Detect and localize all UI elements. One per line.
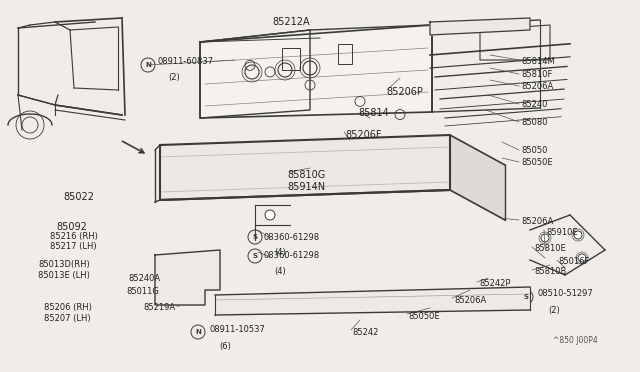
Text: (2): (2) — [168, 73, 180, 82]
Text: 85011G: 85011G — [126, 287, 159, 296]
Polygon shape — [200, 25, 432, 118]
Text: 85219A: 85219A — [143, 303, 175, 312]
Text: 85206P: 85206P — [386, 87, 423, 97]
Text: 85910E: 85910E — [546, 228, 578, 237]
Text: 85206 (RH): 85206 (RH) — [44, 303, 92, 312]
Text: 85216 (RH): 85216 (RH) — [50, 232, 98, 241]
Text: S: S — [253, 253, 257, 259]
Polygon shape — [155, 250, 220, 305]
Text: 85206A: 85206A — [454, 296, 486, 305]
Text: 85217 (LH): 85217 (LH) — [50, 242, 97, 251]
Text: 08360-61298: 08360-61298 — [263, 232, 319, 241]
Text: 85814: 85814 — [358, 108, 388, 118]
Text: 85092: 85092 — [56, 222, 87, 232]
Text: 85050: 85050 — [521, 146, 547, 155]
Text: S: S — [253, 234, 257, 240]
Text: 85810B: 85810B — [534, 267, 566, 276]
Text: 85050E: 85050E — [408, 312, 440, 321]
Text: 85810F: 85810F — [521, 70, 552, 79]
Text: 85240: 85240 — [521, 100, 547, 109]
Text: 85242P: 85242P — [479, 279, 511, 288]
Text: (4): (4) — [274, 267, 285, 276]
Text: 85050E: 85050E — [521, 158, 552, 167]
Circle shape — [541, 234, 549, 242]
Text: 85240A: 85240A — [128, 274, 160, 283]
Text: 85016F: 85016F — [558, 257, 589, 266]
Text: S: S — [524, 294, 529, 300]
Circle shape — [174, 298, 182, 306]
Text: (2): (2) — [548, 306, 560, 315]
Text: 08510-51297: 08510-51297 — [537, 289, 593, 298]
Text: 08360-61298: 08360-61298 — [263, 251, 319, 260]
Text: ^850 J00P4: ^850 J00P4 — [553, 336, 598, 345]
Text: 85810G: 85810G — [287, 170, 325, 180]
Text: 85022: 85022 — [63, 192, 94, 202]
Circle shape — [574, 231, 582, 239]
Text: 85013D(RH): 85013D(RH) — [38, 260, 90, 269]
Text: (6): (6) — [219, 342, 231, 351]
Text: 85013E (LH): 85013E (LH) — [38, 271, 90, 280]
Text: 85814M: 85814M — [521, 57, 555, 66]
Text: 85207 (LH): 85207 (LH) — [44, 314, 91, 323]
Text: 85242: 85242 — [352, 328, 378, 337]
Polygon shape — [215, 287, 530, 315]
Bar — [282, 48, 300, 70]
Text: 85810E: 85810E — [534, 244, 566, 253]
Text: 85914N: 85914N — [287, 182, 325, 192]
Circle shape — [265, 210, 275, 220]
Text: 85080: 85080 — [521, 118, 547, 127]
Text: 85206A: 85206A — [521, 217, 553, 226]
Text: (4): (4) — [274, 248, 285, 257]
Polygon shape — [450, 135, 505, 220]
Text: 85206F: 85206F — [345, 130, 381, 140]
Circle shape — [180, 283, 190, 293]
Bar — [338, 44, 352, 64]
Polygon shape — [430, 18, 530, 35]
Text: 08911-10537: 08911-10537 — [209, 326, 265, 334]
Text: 85212A: 85212A — [272, 17, 310, 27]
Polygon shape — [160, 135, 450, 200]
Text: 85206A: 85206A — [521, 82, 553, 91]
Circle shape — [578, 254, 586, 262]
Text: N: N — [145, 62, 151, 68]
Text: 08911-60837: 08911-60837 — [158, 58, 214, 67]
Text: N: N — [195, 329, 201, 335]
